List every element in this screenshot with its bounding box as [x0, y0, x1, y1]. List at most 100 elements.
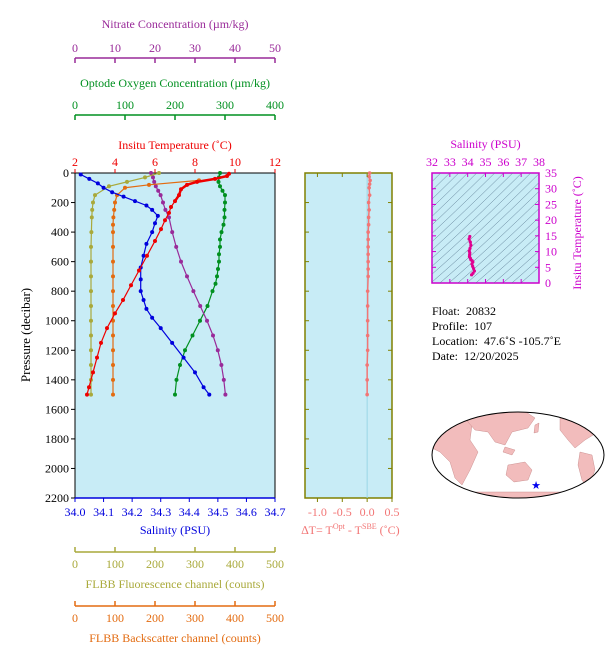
delta-t-point: [366, 230, 370, 234]
oxygen-point: [183, 348, 187, 353]
fluorescence-point: [89, 348, 93, 353]
ts-y-tick-label: 15: [545, 229, 557, 243]
pressure-tick-label: 1200: [45, 343, 69, 357]
pressure-tick-label: 1000: [45, 314, 69, 328]
ts-contour: [484, 233, 539, 283]
fluorescence-axis-label: FLBB Fluorescence channel (counts): [86, 577, 265, 591]
ts-curve: [467, 234, 477, 277]
oxygen-tick-label: 100: [116, 98, 134, 112]
delta-t-point: [366, 274, 370, 279]
salinity-point: [141, 298, 146, 303]
delta-t-point: [366, 267, 370, 271]
delta-t-point: [366, 215, 371, 220]
fluorescence-point: [89, 318, 93, 323]
salinity-point: [155, 213, 160, 218]
nitrate-point: [167, 215, 171, 220]
salinity-tick-label: 34.4: [179, 505, 200, 519]
backscatter-tick-label: 500: [266, 611, 284, 625]
temperature-point: [153, 238, 157, 243]
ts-contour: [502, 250, 539, 283]
pressure-tick-label: 200: [51, 196, 69, 210]
ts-y-tick-label: 20: [545, 213, 557, 227]
salinity-tick-label: 34.1: [93, 505, 114, 519]
nitrate-point: [179, 259, 183, 264]
temperature-point: [91, 370, 95, 375]
oxygen-point: [217, 259, 221, 264]
nitrate-tick-label: 0: [72, 41, 78, 55]
ts-contour: [466, 216, 539, 283]
fluorescence-series-line: [90, 172, 160, 395]
oxygen-point: [219, 230, 224, 235]
temperature-point: [105, 326, 109, 331]
float-location-star-icon: ★: [531, 480, 541, 492]
backscatter-point: [111, 230, 115, 235]
delta-t-point: [368, 178, 372, 183]
main-plot-series: [78, 171, 231, 397]
ts-x-tick-label: 37: [515, 155, 527, 169]
salinity-point: [138, 277, 143, 282]
fluorescence-point: [125, 179, 129, 184]
main-plot-axes: 0 200 400 600 800 1000 1200 1400 1600 1800 2000 220…: [45, 138, 286, 537]
backscatter-point: [111, 244, 115, 249]
ts-title: Salinity (PSU): [450, 137, 520, 151]
nitrate-point: [163, 207, 168, 212]
backscatter-point: [111, 289, 115, 294]
oxygen-point: [221, 222, 226, 227]
temperature-point: [159, 227, 163, 232]
oxygen-point: [216, 267, 220, 272]
pressure-tick-label: 400: [51, 225, 69, 239]
ts-contour: [432, 173, 505, 243]
salinity-point: [150, 230, 155, 235]
salinity-point: [193, 370, 197, 375]
profile-value: 107: [474, 319, 492, 333]
ts-point: [467, 237, 471, 241]
backscatter-tick-label: 200: [146, 611, 164, 625]
backscatter-point: [111, 363, 115, 368]
fluorescence-point: [91, 200, 95, 205]
fluorescence-point: [89, 215, 94, 220]
temperature-point: [137, 268, 141, 273]
nitrate-point: [198, 303, 203, 308]
ts-point: [469, 243, 473, 247]
backscatter-point: [111, 392, 115, 397]
salinity-series-line: [80, 173, 210, 395]
oxygen-point: [223, 200, 227, 205]
temperature-point: [167, 210, 171, 215]
backscatter-point: [111, 222, 115, 227]
delta-t-axis-label: ∆T= TOpt - TSBE (˚C): [301, 522, 399, 537]
oxygen-point: [222, 207, 227, 212]
salinity-point: [121, 194, 126, 199]
ts-point: [468, 240, 472, 244]
salinity-point: [87, 176, 92, 181]
delta-t-plot: -1.0 -0.5 0.0 0.5 ∆T= TOpt - TSBE (˚C): [301, 171, 400, 537]
oxygen-point: [222, 215, 227, 220]
temperature-point: [87, 385, 91, 390]
land-mass: [533, 422, 540, 434]
delta-t-tick-label: -1.0: [308, 505, 327, 519]
oxygen-tick-label: 200: [166, 98, 184, 112]
delta-t-point: [365, 392, 369, 397]
oxygen-point: [174, 377, 179, 382]
salinity-point: [207, 392, 212, 397]
delta-t-point: [366, 259, 370, 264]
delta-t-tick-label: 0.5: [385, 505, 400, 519]
nitrate-point: [153, 184, 158, 189]
fluorescence-point: [93, 193, 97, 198]
temperature-point: [113, 311, 117, 316]
delta-t-point: [365, 378, 369, 382]
temperature-point: [121, 298, 125, 303]
oxygen-tick-label: 0: [72, 98, 78, 112]
pressure-tick-label: 1400: [45, 373, 69, 387]
delta-t-point: [367, 174, 371, 179]
fluorescence-point: [89, 230, 94, 235]
delta-t-point: [365, 318, 370, 323]
nitrate-tick-label: 40: [229, 41, 241, 55]
fluorescence-point: [89, 392, 93, 397]
delta-t-series: [365, 171, 372, 397]
pressure-axis-label: Pressure (decibar): [18, 288, 33, 382]
nitrate-tick-label: 20: [149, 41, 161, 55]
oxygen-tick-label: 300: [216, 98, 234, 112]
float-label: Float:: [432, 304, 461, 318]
